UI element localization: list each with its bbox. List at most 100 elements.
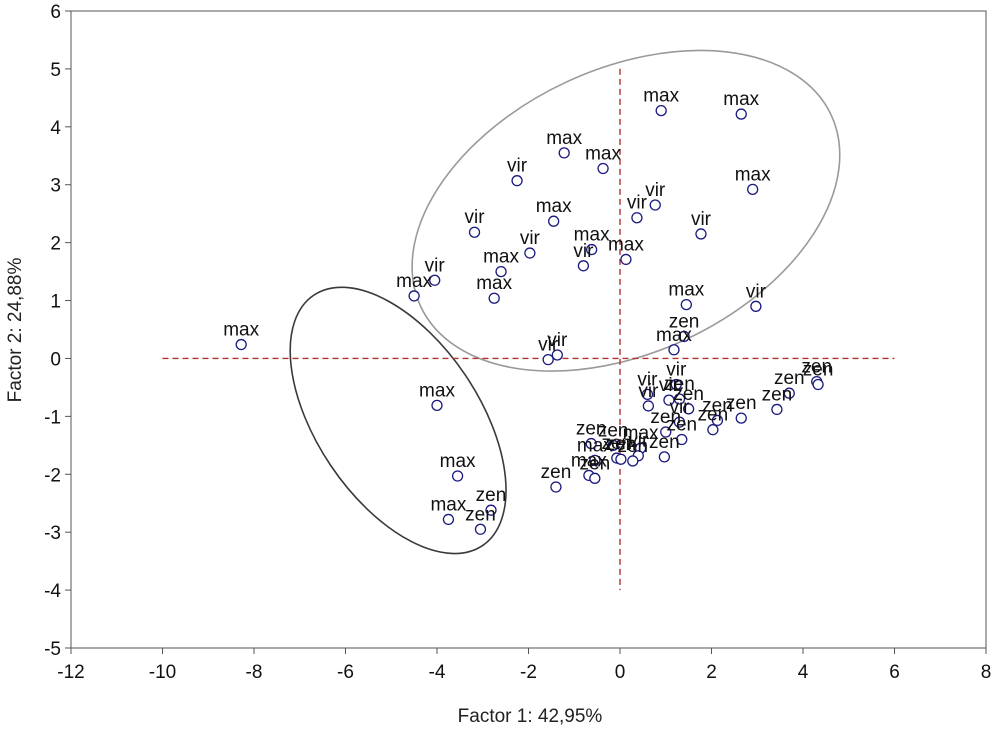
y-tick-label: -1 bbox=[44, 407, 61, 428]
data-point-vir bbox=[631, 212, 643, 224]
point-label-vir: vir bbox=[669, 397, 690, 418]
data-point-zen bbox=[783, 387, 795, 399]
data-point-vir bbox=[511, 175, 523, 187]
point-label-zen: zen bbox=[601, 433, 632, 454]
x-tick-label: 4 bbox=[798, 662, 809, 683]
point-label-zen: zen bbox=[650, 407, 681, 428]
point-label-max: max bbox=[656, 325, 692, 346]
point-label-vir: vir bbox=[547, 330, 568, 351]
point-label-vir: vir bbox=[464, 207, 485, 228]
data-point-zen bbox=[607, 439, 619, 451]
point-label-zen: zen bbox=[476, 485, 507, 506]
data-point-zen bbox=[585, 437, 597, 450]
data-point-zen bbox=[812, 378, 824, 391]
point-label-zen: zen bbox=[606, 434, 637, 455]
x-tick-label: 0 bbox=[615, 662, 626, 683]
data-point-vir bbox=[673, 416, 686, 428]
y-tick-label: 1 bbox=[50, 292, 61, 313]
point-label-zen: zen bbox=[801, 357, 832, 378]
x-tick-label: -10 bbox=[149, 662, 176, 683]
point-label-vir: vir bbox=[507, 156, 528, 177]
data-point-max bbox=[431, 399, 443, 412]
data-point-zen bbox=[711, 414, 724, 427]
data-points bbox=[235, 104, 824, 535]
data-point-vir bbox=[524, 247, 536, 259]
point-label-zen: zen bbox=[617, 436, 648, 457]
point-label-max: max bbox=[735, 164, 771, 185]
point-label-max: max bbox=[440, 451, 476, 472]
point-label-max: max bbox=[574, 225, 610, 246]
point-label-max: max bbox=[536, 196, 572, 217]
point-label-zen: zen bbox=[774, 368, 805, 389]
point-label-max: max bbox=[419, 380, 455, 401]
data-point-zen bbox=[627, 455, 639, 467]
data-point-zen bbox=[735, 412, 747, 424]
point-label-max: max bbox=[623, 423, 659, 444]
y-axis-title: Factor 2: 24,88% bbox=[5, 258, 26, 403]
data-point-vir bbox=[649, 199, 661, 211]
y-tick-label: 4 bbox=[50, 118, 61, 139]
x-tick-label: 2 bbox=[706, 662, 717, 683]
x-tick-label: -12 bbox=[57, 662, 84, 683]
point-label-vir: vir bbox=[628, 431, 649, 452]
group-ellipses bbox=[289, 49, 841, 555]
y-tick-label: -5 bbox=[44, 639, 61, 660]
point-label-max: max bbox=[483, 247, 519, 268]
data-point-zen bbox=[673, 393, 686, 405]
data-point-max bbox=[589, 454, 601, 467]
point-label-zen: zen bbox=[698, 405, 729, 426]
data-point-vir bbox=[429, 274, 441, 286]
data-point-max bbox=[451, 470, 464, 482]
point-label-zen: zen bbox=[803, 360, 834, 381]
y-tick-label: -2 bbox=[44, 465, 61, 486]
data-point-max bbox=[668, 344, 680, 356]
x-tick-label: -8 bbox=[246, 662, 263, 683]
data-point-vir bbox=[750, 300, 762, 312]
data-point-max bbox=[548, 215, 560, 227]
data-point-zen bbox=[658, 451, 671, 463]
data-point-zen bbox=[615, 453, 627, 465]
data-point-zen bbox=[474, 523, 487, 535]
point-label-vir: vir bbox=[638, 381, 659, 402]
data-point-vir bbox=[695, 228, 707, 240]
data-point-max bbox=[558, 147, 570, 159]
data-point-max bbox=[585, 243, 598, 256]
point-label-zen: zen bbox=[664, 374, 695, 395]
data-point-zen bbox=[589, 472, 601, 484]
x-axis-ticks: -12 -10 -8 -6 -4 -2 0 2 4 6 8 bbox=[57, 648, 991, 683]
data-point-max bbox=[747, 183, 759, 196]
point-label-max: max bbox=[723, 89, 759, 110]
x-tick-label: 6 bbox=[889, 662, 900, 683]
point-label-zen: zen bbox=[580, 453, 611, 474]
point-label-vir: vir bbox=[637, 369, 658, 390]
y-tick-label: 5 bbox=[50, 60, 61, 81]
data-point-max bbox=[235, 338, 247, 351]
point-label-zen: zen bbox=[673, 384, 704, 405]
point-label-max: max bbox=[546, 128, 582, 149]
point-label-zen: zen bbox=[649, 432, 680, 453]
point-label-zen: zen bbox=[669, 311, 700, 332]
point-label-max: max bbox=[430, 494, 466, 515]
data-point-zen bbox=[678, 330, 690, 343]
data-point-zen bbox=[771, 403, 783, 416]
point-label-zen: zen bbox=[541, 462, 572, 483]
point-label-vir: vir bbox=[425, 255, 446, 276]
plot-frame bbox=[70, 10, 987, 649]
x-tick-label: -6 bbox=[337, 662, 354, 683]
y-tick-label: 6 bbox=[50, 2, 61, 23]
point-label-max: max bbox=[476, 273, 512, 294]
data-point-max bbox=[495, 265, 507, 278]
data-point-vir bbox=[468, 226, 481, 238]
data-point-vir bbox=[641, 388, 654, 401]
point-label-zen: zen bbox=[465, 504, 496, 525]
data-point-max bbox=[597, 162, 609, 175]
y-tick-label: 2 bbox=[50, 234, 61, 255]
point-label-vir: vir bbox=[627, 193, 648, 214]
point-label-vir: vir bbox=[691, 209, 712, 230]
point-label-max: max bbox=[643, 86, 679, 107]
point-label-zen: zen bbox=[762, 384, 793, 405]
data-point-vir bbox=[542, 353, 554, 366]
point-label-vir: vir bbox=[520, 228, 541, 249]
